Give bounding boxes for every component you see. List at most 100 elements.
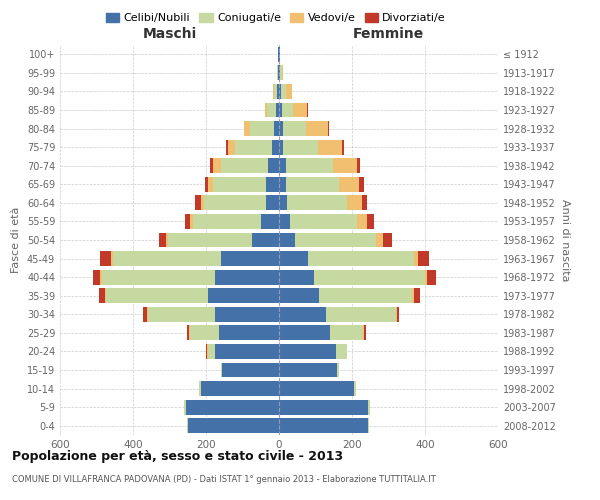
Bar <box>93 270 100 284</box>
Bar <box>187 326 189 340</box>
Bar <box>279 307 326 322</box>
Bar <box>215 344 279 359</box>
Bar <box>277 84 279 99</box>
Bar <box>102 270 215 284</box>
Bar <box>326 307 396 322</box>
Bar <box>221 251 279 266</box>
Bar <box>281 84 286 99</box>
Bar <box>279 381 354 396</box>
Bar <box>267 102 276 118</box>
Bar <box>363 326 364 340</box>
Bar <box>147 307 148 322</box>
Bar <box>279 47 280 62</box>
Bar <box>333 158 357 173</box>
Bar <box>368 418 369 433</box>
Bar <box>207 344 208 359</box>
Bar <box>228 140 235 154</box>
Bar <box>187 418 188 433</box>
Bar <box>186 400 279 414</box>
Bar <box>208 177 214 192</box>
Bar <box>280 66 282 80</box>
Bar <box>318 140 342 154</box>
Bar <box>276 102 279 118</box>
Bar <box>200 196 204 210</box>
Bar <box>261 214 279 229</box>
Bar <box>328 121 329 136</box>
Bar <box>396 307 397 322</box>
Bar <box>266 177 279 192</box>
Bar <box>412 288 414 303</box>
Bar <box>279 288 319 303</box>
Bar <box>185 214 190 229</box>
Bar <box>307 102 308 118</box>
Bar <box>214 158 221 173</box>
Bar <box>414 251 418 266</box>
Bar <box>250 121 274 136</box>
Bar <box>290 214 358 229</box>
Bar <box>273 84 274 99</box>
Bar <box>279 177 286 192</box>
Bar <box>277 66 278 80</box>
Bar <box>335 344 347 359</box>
Bar <box>339 177 359 192</box>
Bar <box>100 288 105 303</box>
Bar <box>100 251 111 266</box>
Bar <box>283 121 307 136</box>
Bar <box>265 102 267 118</box>
Bar <box>208 344 215 359</box>
Bar <box>195 196 200 210</box>
Bar <box>337 362 339 378</box>
Text: Femmine: Femmine <box>353 28 424 42</box>
Bar <box>279 270 314 284</box>
Bar <box>358 214 367 229</box>
Bar <box>330 326 363 340</box>
Bar <box>211 158 214 173</box>
Bar <box>226 140 228 154</box>
Legend: Celibi/Nubili, Coniugati/e, Vedovi/e, Divorziati/e: Celibi/Nubili, Coniugati/e, Vedovi/e, Di… <box>101 8 451 28</box>
Bar <box>113 251 221 266</box>
Bar <box>293 102 307 118</box>
Bar <box>364 326 365 340</box>
Y-axis label: Fasce di età: Fasce di età <box>11 207 21 273</box>
Bar <box>105 288 106 303</box>
Text: Maschi: Maschi <box>142 28 197 42</box>
Bar <box>208 288 279 303</box>
Bar <box>251 232 279 248</box>
Bar <box>287 196 347 210</box>
Bar <box>188 418 279 433</box>
Bar <box>279 214 290 229</box>
Bar <box>308 251 414 266</box>
Bar <box>278 66 279 80</box>
Text: Popolazione per età, sesso e stato civile - 2013: Popolazione per età, sesso e stato civil… <box>12 450 343 463</box>
Bar <box>235 140 272 154</box>
Bar <box>279 196 287 210</box>
Bar <box>272 140 279 154</box>
Bar <box>184 400 186 414</box>
Bar <box>368 400 370 414</box>
Bar <box>223 362 279 378</box>
Bar <box>221 158 268 173</box>
Bar <box>383 232 392 248</box>
Bar <box>279 232 295 248</box>
Bar <box>286 158 333 173</box>
Bar <box>274 84 277 99</box>
Y-axis label: Anni di nascita: Anni di nascita <box>560 198 569 281</box>
Bar <box>279 326 330 340</box>
Bar <box>376 232 383 248</box>
Bar <box>279 84 281 99</box>
Bar <box>286 84 292 99</box>
Bar <box>111 251 113 266</box>
Bar <box>274 121 279 136</box>
Bar <box>314 270 425 284</box>
Bar <box>266 196 279 210</box>
Bar <box>268 158 279 173</box>
Text: COMUNE DI VILLAFRANCA PADOVANA (PD) - Dati ISTAT 1° gennaio 2013 - Elaborazione : COMUNE DI VILLAFRANCA PADOVANA (PD) - Da… <box>12 475 436 484</box>
Bar <box>204 196 266 210</box>
Bar <box>367 214 374 229</box>
Bar <box>221 362 223 378</box>
Bar <box>189 326 190 340</box>
Bar <box>307 121 328 136</box>
Bar <box>279 102 282 118</box>
Bar <box>215 270 279 284</box>
Bar <box>200 381 279 396</box>
